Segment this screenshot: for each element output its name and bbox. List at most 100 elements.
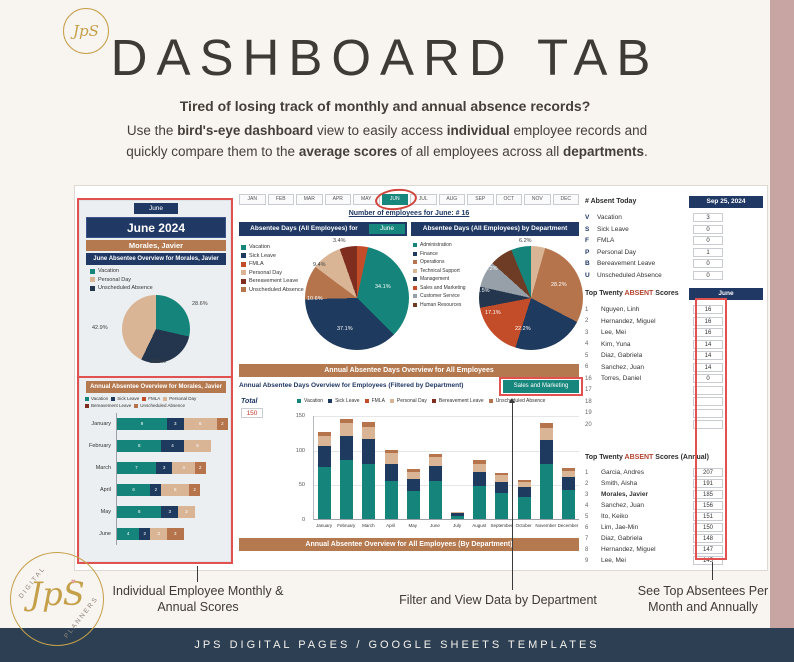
month-tab-may[interactable]: MAY — [353, 194, 380, 205]
pointer-line-left — [197, 566, 198, 582]
column-segment — [428, 453, 442, 458]
table-row: 20 — [585, 419, 763, 431]
month-chip-scores[interactable]: June — [689, 288, 763, 300]
pie-slice-label: 37.1% — [337, 326, 353, 332]
column-segment — [561, 467, 575, 471]
value-cell: 0 — [693, 236, 723, 246]
employee-name-bar[interactable]: Morales, Javier — [86, 240, 226, 251]
legend-label: Vacation — [98, 268, 119, 274]
column-segment — [428, 457, 442, 466]
column-segment — [517, 481, 531, 488]
month-tab-sep[interactable]: SEP — [467, 194, 494, 205]
legend-label: FMLA — [371, 398, 385, 404]
legend-swatch — [241, 270, 246, 275]
spreadsheet-screenshot: June June 2024 Morales, Javier June Abse… — [75, 186, 767, 570]
bar-segment: 9 — [117, 418, 167, 430]
legend-swatch — [413, 277, 417, 281]
column-segment — [495, 475, 509, 482]
stacked-column — [473, 460, 487, 519]
description-segment: departments — [562, 143, 644, 159]
legend-item: FMLA — [142, 396, 160, 401]
month-tab-oct[interactable]: OCT — [495, 194, 522, 205]
pie-slice-label: 10.6% — [307, 296, 323, 302]
column-segment — [473, 460, 487, 464]
legend-swatch — [413, 260, 417, 264]
table-row: 4 Sanchez, Juan 156 — [585, 500, 763, 511]
rank-cell: 3 — [585, 329, 589, 336]
column-segment — [473, 485, 487, 519]
month-tab-jul[interactable]: JUL — [410, 194, 437, 205]
bar-segment: 3 — [155, 462, 173, 474]
value-cell: 0 — [693, 259, 723, 269]
month-tab-jun[interactable]: JUN — [381, 194, 408, 205]
table-row: 6 Lim, Jae-Min 150 — [585, 522, 763, 533]
column-segment — [473, 471, 487, 486]
table-row: 7 Diaz, Gabriela 148 — [585, 533, 763, 544]
month-tab-mar[interactable]: MAR — [296, 194, 323, 205]
legend-swatch — [241, 244, 246, 250]
month-tab-dec[interactable]: DEC — [552, 194, 579, 205]
pointer-line-right — [712, 562, 713, 580]
month-mini-tab[interactable]: June — [134, 203, 178, 214]
score-cell: 0 — [693, 374, 723, 384]
axis-label: July — [453, 523, 462, 528]
column-segment — [318, 467, 331, 519]
legend-item: Sick Leave — [241, 253, 299, 259]
legend-swatch — [241, 278, 246, 284]
description-segment: . — [644, 143, 648, 159]
legend-swatch — [85, 396, 89, 401]
bar-segment: 2 — [216, 418, 228, 430]
legend-swatch — [413, 251, 417, 256]
axis-label: April — [386, 523, 396, 528]
legend-swatch — [85, 403, 89, 408]
description-segment: employee records and quickly compare the… — [126, 123, 648, 159]
absent-today-title: # Absent Today — [585, 198, 637, 205]
name-cell: Kim, Yuna — [601, 340, 631, 348]
rank-cell: 6 — [585, 524, 589, 531]
name-cell: Diaz, Gabriela — [601, 352, 643, 360]
legend-label: Personal Day — [396, 398, 427, 404]
month-tab-feb[interactable]: FEB — [267, 194, 294, 205]
bar-segment: 3 — [166, 528, 184, 540]
value-cell: 0 — [693, 224, 723, 234]
description: Use the bird's-eye dashboard view to eas… — [105, 121, 669, 163]
absence-type-legend: Vacation Sick Leave FMLA Personal Day Bereav… — [241, 244, 304, 295]
month-tab-jan[interactable]: JAN — [239, 194, 266, 205]
tagline: Tired of losing track of monthly and ann… — [179, 98, 591, 114]
name-cell: Sanchez, Juan — [601, 502, 645, 509]
table-row: F FMLA 0 — [585, 235, 763, 247]
employee-count-note: Number of employees for June: # 16 — [348, 210, 470, 217]
department-filter-chip[interactable]: Sales and Marketing — [503, 380, 579, 393]
axis-label: May — [100, 509, 111, 515]
month-selector-chip[interactable]: June — [369, 224, 405, 234]
legend-label: Management — [420, 276, 450, 282]
score-cell: 185 — [693, 490, 723, 499]
axis-label: August — [472, 523, 487, 528]
month-axis-labels: January February March April May June — [80, 413, 114, 545]
date-chip: Sep 25, 2024 — [689, 196, 763, 208]
month-tab-nov[interactable]: NOV — [524, 194, 551, 205]
legend-label: Unscheduled Absence — [98, 285, 153, 291]
legend-item: Sales and Marketing — [413, 285, 475, 291]
rank-cell: 9 — [585, 557, 589, 564]
month-tab-aug[interactable]: AUG — [438, 194, 465, 205]
pie-slice-label: 28.2% — [551, 282, 567, 288]
title-emphasis: ABSENT — [624, 290, 654, 297]
score-cell — [693, 397, 723, 407]
month-tab-apr[interactable]: APR — [324, 194, 351, 205]
employee-month-pie-chart: 28.6% 42.9% 28.6% — [80, 289, 230, 373]
caption-middle: Filter and View Data by Department — [378, 592, 618, 608]
column-segment — [561, 470, 575, 478]
column-segment — [428, 480, 442, 519]
legend-label: Sick Leave — [249, 252, 276, 259]
rank-cell: 6 — [585, 364, 589, 371]
legend-swatch — [241, 253, 246, 258]
filtered-chart-legend: Vacation Sick Leave FMLA Personal Day Bereav… — [297, 398, 579, 407]
gridline — [314, 451, 579, 452]
legend-label: Vacation — [91, 396, 109, 401]
